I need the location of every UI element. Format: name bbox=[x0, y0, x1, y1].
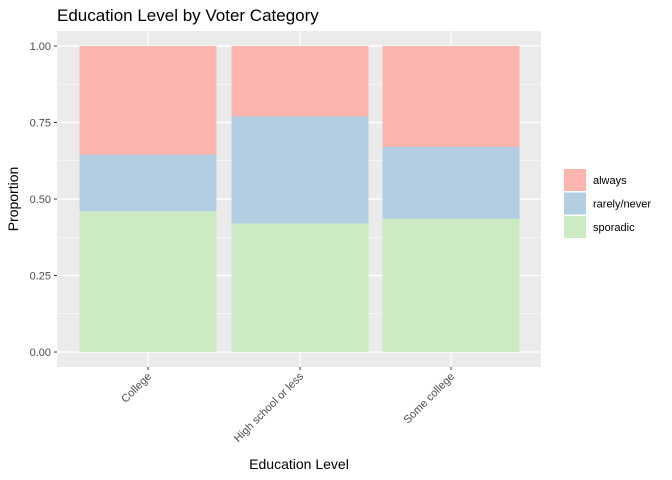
legend-label: sporadic bbox=[593, 222, 635, 234]
legend-label: rarely/never bbox=[593, 199, 651, 211]
y-tick-label: 0.25 bbox=[30, 271, 51, 283]
bar-segment-rarely-never-2 bbox=[231, 116, 369, 224]
y-tick-label: 0.00 bbox=[30, 347, 51, 359]
legend: always rarely/never sporadic bbox=[564, 169, 651, 238]
bar-segment-sporadic-1 bbox=[79, 211, 217, 352]
bar-segment-rarely-never-3 bbox=[382, 146, 520, 219]
x-tick-label: College bbox=[119, 371, 154, 406]
y-axis-title: Proportion bbox=[5, 167, 21, 232]
bar-segment-always-3 bbox=[382, 46, 520, 147]
bar-segment-sporadic-3 bbox=[382, 218, 520, 352]
bar-segment-always-1 bbox=[79, 46, 217, 155]
x-axis: College High school or less Some college bbox=[119, 367, 457, 445]
legend-key-always bbox=[564, 169, 586, 191]
x-axis-title: Education Level bbox=[249, 456, 349, 472]
x-tick-label: High school or less bbox=[232, 370, 307, 445]
bar-segment-sporadic-2 bbox=[231, 223, 369, 352]
bars bbox=[79, 46, 520, 352]
legend-key-sporadic bbox=[564, 216, 586, 238]
bar-segment-rarely-never-1 bbox=[79, 154, 217, 212]
y-tick-label: 0.50 bbox=[30, 194, 51, 206]
y-tick-label: 0.75 bbox=[30, 118, 51, 130]
legend-key-rarely-never bbox=[564, 192, 586, 215]
y-tick-label: 1.00 bbox=[30, 41, 51, 53]
y-axis: 0.00 0.25 0.50 0.75 1.00 bbox=[30, 41, 57, 359]
x-tick-label: Some college bbox=[402, 371, 458, 427]
chart-title: Education Level by Voter Category bbox=[57, 6, 319, 25]
bar-segment-always-2 bbox=[231, 46, 369, 117]
legend-label: always bbox=[593, 175, 627, 187]
